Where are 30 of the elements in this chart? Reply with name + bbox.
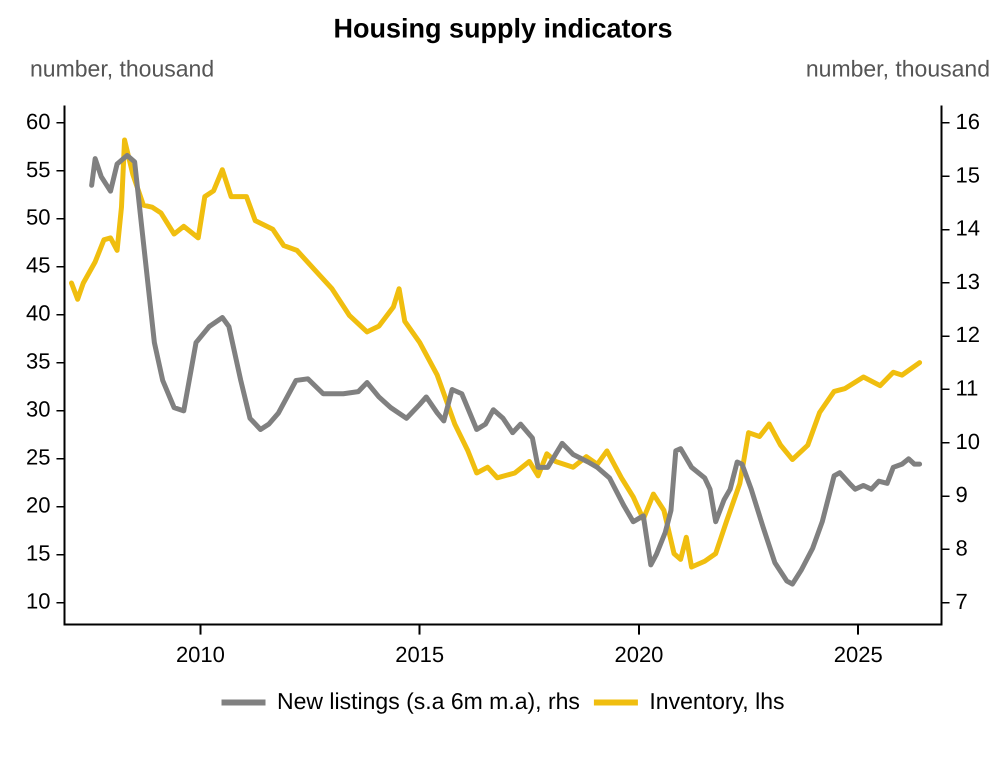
- y-tick-label: 60: [26, 108, 50, 134]
- x-tick-label: 2025: [834, 642, 883, 667]
- y-tick-label: 35: [26, 348, 50, 374]
- y-tick-label: 30: [26, 396, 50, 422]
- y-tick-label: 40: [26, 300, 50, 326]
- y2-tick-label: 12: [956, 322, 980, 348]
- x-tick-label: 2015: [395, 642, 444, 667]
- y-tick-label: 25: [26, 444, 50, 470]
- y-tick-label: 15: [26, 540, 50, 566]
- y-tick-label: 10: [26, 588, 50, 614]
- x-tick-label: 2010: [176, 642, 225, 667]
- y2-tick-label: 14: [956, 216, 980, 241]
- y-axis-title: number, thousand: [30, 55, 214, 82]
- legend-label: Inventory, lhs: [649, 688, 784, 714]
- y2-tick-label: 10: [956, 428, 980, 454]
- y2-tick-label: 9: [956, 482, 968, 508]
- legend-label: New listings (s.a 6m m.a), rhs: [277, 688, 580, 714]
- y-tick-label: 20: [26, 492, 50, 518]
- y2-tick-label: 13: [956, 268, 980, 294]
- y-tick-label: 45: [26, 252, 50, 278]
- chart-title: Housing supply indicators: [333, 14, 673, 44]
- x-tick-label: 2020: [614, 642, 664, 667]
- y-tick-label: 55: [26, 156, 50, 182]
- y2-tick-label: 7: [956, 588, 968, 614]
- y2-tick-label: 16: [956, 108, 980, 134]
- y2-tick-label: 11: [956, 376, 978, 401]
- y2-tick-label: 15: [956, 162, 980, 188]
- y-tick-label: 50: [26, 204, 50, 230]
- y2-axis-title: number, thousand: [806, 55, 990, 82]
- y2-tick-label: 8: [956, 535, 968, 560]
